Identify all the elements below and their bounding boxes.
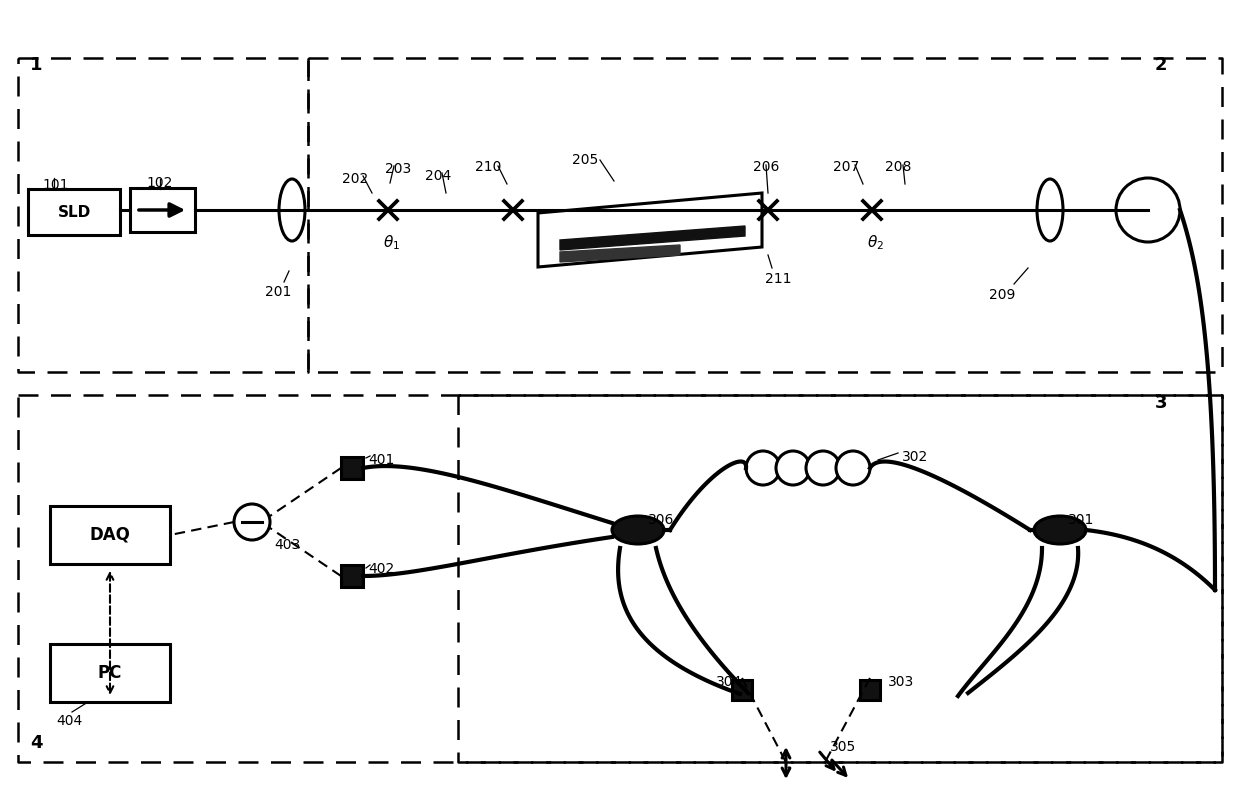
- Text: 207: 207: [833, 160, 859, 174]
- Text: 209: 209: [988, 288, 1016, 302]
- Text: 303: 303: [888, 675, 914, 689]
- Ellipse shape: [279, 179, 305, 241]
- Bar: [50, 644, 170, 702]
- Text: 205: 205: [572, 153, 598, 167]
- Text: 206: 206: [753, 160, 779, 174]
- Text: 401: 401: [368, 453, 394, 467]
- Text: 210: 210: [475, 160, 501, 174]
- Polygon shape: [560, 245, 680, 262]
- Text: 301: 301: [1068, 513, 1095, 527]
- Polygon shape: [538, 193, 763, 267]
- Ellipse shape: [1034, 516, 1086, 544]
- Text: 202: 202: [342, 172, 368, 186]
- Circle shape: [836, 451, 870, 485]
- Bar: [50, 506, 170, 564]
- Text: $\theta_2$: $\theta_2$: [868, 233, 884, 252]
- Bar: [29, 189, 120, 235]
- Text: 203: 203: [384, 162, 412, 176]
- Text: 101: 101: [42, 178, 68, 192]
- Text: 201: 201: [265, 285, 291, 299]
- Text: PC: PC: [98, 664, 123, 682]
- Polygon shape: [560, 226, 745, 250]
- Text: SLD: SLD: [57, 205, 91, 219]
- Bar: [130, 188, 195, 232]
- Text: 2: 2: [1154, 56, 1168, 74]
- Circle shape: [234, 504, 270, 540]
- Text: 3: 3: [1154, 394, 1168, 412]
- Text: 204: 204: [425, 169, 451, 183]
- Text: 403: 403: [274, 538, 300, 552]
- Bar: [341, 565, 363, 587]
- Circle shape: [1116, 178, 1180, 242]
- Ellipse shape: [1037, 179, 1063, 241]
- Bar: [861, 680, 880, 700]
- Ellipse shape: [613, 516, 663, 544]
- Text: 306: 306: [649, 513, 675, 527]
- Text: 304: 304: [715, 675, 742, 689]
- Text: 302: 302: [901, 450, 929, 464]
- Text: 211: 211: [765, 272, 791, 286]
- Bar: [732, 680, 751, 700]
- Circle shape: [746, 451, 780, 485]
- Text: $\theta_1$: $\theta_1$: [383, 233, 401, 252]
- Text: 102: 102: [146, 176, 174, 190]
- Text: 404: 404: [56, 714, 82, 728]
- Circle shape: [806, 451, 839, 485]
- Text: 402: 402: [368, 562, 394, 576]
- Circle shape: [776, 451, 810, 485]
- Text: 1: 1: [30, 56, 42, 74]
- Text: 4: 4: [30, 734, 42, 752]
- Bar: [341, 457, 363, 479]
- Text: 305: 305: [830, 740, 857, 754]
- Text: 208: 208: [885, 160, 911, 174]
- Text: DAQ: DAQ: [89, 526, 130, 544]
